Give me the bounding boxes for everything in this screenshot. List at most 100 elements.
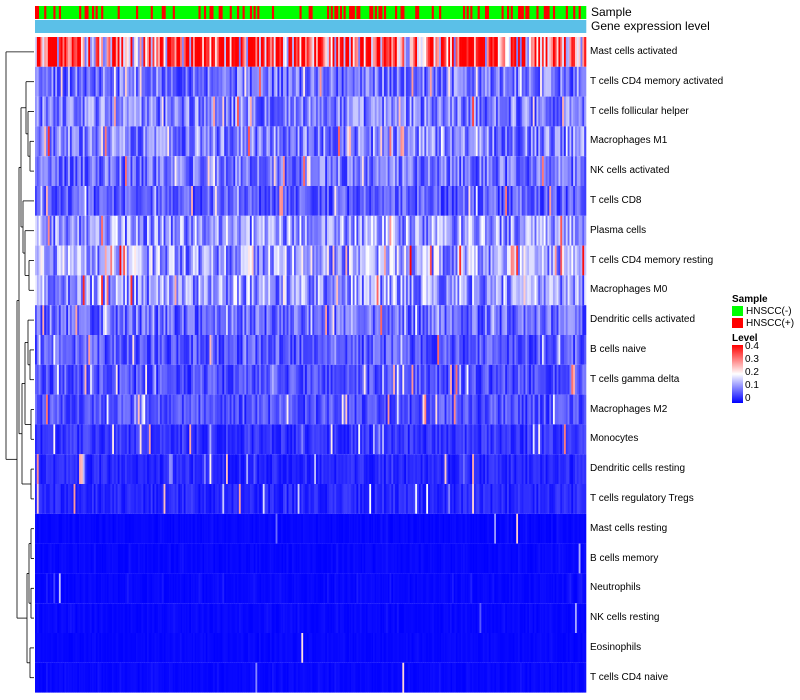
heatmap-cell (563, 335, 567, 365)
heatmap-cell (488, 37, 491, 67)
heatmap-cell (400, 275, 403, 306)
heatmap-cell (216, 66, 219, 97)
heatmap-cell (203, 126, 207, 157)
heatmap-cell (163, 126, 166, 157)
heatmap-cell (464, 156, 467, 186)
heatmap-cell (580, 66, 583, 97)
heatmap-cell (308, 364, 311, 395)
heatmap-cell (292, 484, 295, 514)
heatmap-cell (338, 454, 341, 484)
heatmap-cell (128, 513, 131, 544)
heatmap-cell (582, 394, 585, 425)
heatmap-cell (35, 37, 38, 67)
heatmap-cell (358, 37, 361, 67)
heatmap-cell (367, 484, 370, 514)
heatmap-cell (290, 66, 293, 97)
heatmap-cell (143, 96, 146, 127)
heatmap-cell (400, 305, 403, 335)
heatmap-cell (453, 454, 456, 484)
heatmap-cell (534, 215, 537, 246)
heatmap-cell (308, 484, 311, 514)
heatmap-cell (439, 364, 442, 395)
heatmap-cell (494, 245, 497, 276)
heatmap-cell (457, 37, 460, 67)
heatmap-cell (246, 484, 249, 514)
heatmap-cell (571, 66, 574, 97)
heatmap-cell (516, 335, 519, 365)
heatmap-cell (97, 126, 100, 157)
heatmap-cell (46, 364, 49, 395)
heatmap-cell (437, 364, 440, 395)
heatmap-cell (549, 37, 552, 67)
heatmap-cell (484, 394, 488, 425)
heatmap-cell (558, 305, 561, 335)
heatmap-cell (580, 215, 583, 246)
heatmap-cell (275, 126, 278, 157)
heatmap-cell (163, 424, 166, 455)
heatmap-cell (481, 454, 484, 484)
heatmap-cell (255, 96, 258, 127)
heatmap-cell (297, 394, 300, 425)
heatmap-cell (233, 66, 236, 97)
heatmap-cell (231, 66, 234, 97)
heatmap-cell (323, 424, 326, 455)
heatmap-cell (44, 305, 47, 335)
heatmap-cell (554, 424, 557, 455)
heatmap-cell (73, 394, 76, 425)
heatmap-cell (503, 96, 506, 127)
heatmap-cell (101, 186, 104, 216)
heatmap-cell (543, 245, 546, 276)
heatmap-cell (459, 37, 462, 67)
heatmap-cell (426, 305, 429, 335)
heatmap-cell (429, 275, 433, 306)
heatmap-cell (532, 215, 535, 246)
heatmap-cell (233, 335, 236, 365)
heatmap-cell (422, 215, 425, 246)
heatmap-cell (380, 66, 383, 97)
heatmap-cell (317, 126, 320, 157)
heatmap-cell (530, 275, 534, 306)
heatmap-cell (106, 37, 109, 67)
heatmap-cell (102, 513, 106, 544)
heatmap-cell (64, 424, 67, 455)
heatmap-cell (571, 335, 574, 365)
heatmap-cell (466, 424, 469, 455)
heatmap-cell (161, 245, 164, 276)
heatmap-cell (207, 513, 210, 544)
heatmap-cell (205, 484, 208, 514)
heatmap-cell (486, 37, 489, 67)
heatmap-cell (187, 186, 190, 216)
heatmap-cell (194, 275, 197, 306)
heatmap-cell (523, 394, 526, 425)
heatmap-cell (459, 335, 462, 365)
heatmap-cell (573, 126, 576, 157)
heatmap-cell (413, 335, 416, 365)
heatmap-cell (387, 305, 390, 335)
heatmap-cell (125, 156, 128, 186)
heatmap-cell (216, 484, 219, 514)
heatmap-cell (97, 215, 100, 246)
sample-bar-positive (521, 6, 524, 19)
heatmap-cell (110, 275, 113, 306)
heatmap-cell (562, 364, 565, 395)
heatmap-cell (174, 66, 177, 97)
heatmap-cell (556, 245, 559, 276)
heatmap-cell (213, 186, 216, 216)
heatmap-cell (580, 96, 583, 127)
heatmap-cell (233, 454, 236, 484)
heatmap-cell (470, 275, 473, 306)
heatmap-cell (227, 394, 230, 425)
heatmap-cell (473, 305, 477, 335)
heatmap-cell (518, 126, 521, 157)
heatmap-cell (578, 126, 581, 157)
heatmap-cell (540, 186, 543, 216)
heatmap-cell (321, 245, 324, 276)
heatmap-cell (562, 126, 565, 157)
heatmap-cell (358, 186, 361, 216)
heatmap-cell (365, 364, 368, 395)
heatmap-cell (530, 364, 534, 395)
heatmap-cell (216, 454, 219, 484)
heatmap-cell (541, 96, 545, 127)
heatmap-cell (560, 394, 563, 425)
heatmap-cell (64, 96, 67, 127)
